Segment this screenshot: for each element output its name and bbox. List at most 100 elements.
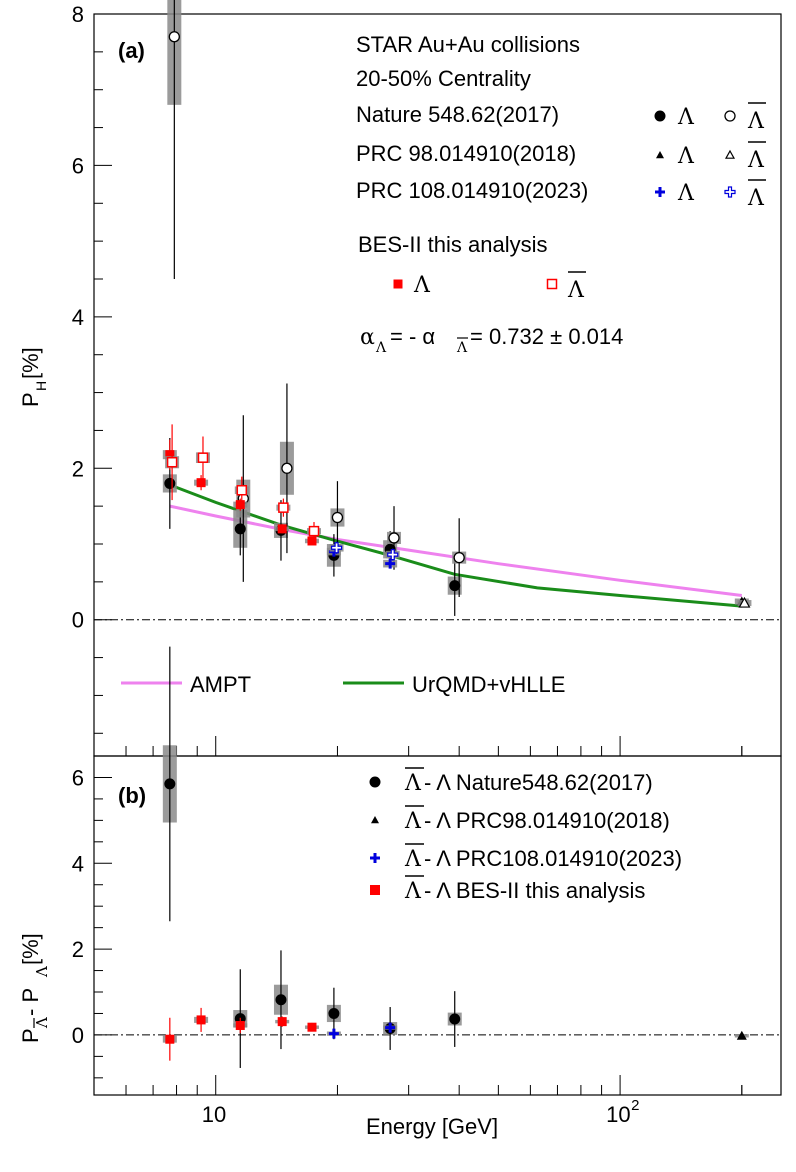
legend-prc108-antilambda: Λ: [747, 186, 765, 211]
marker-square-filled: [277, 1017, 287, 1027]
marker-square-open: [197, 452, 209, 463]
legend-antilambda-symbol: Λ: [404, 847, 422, 872]
legend-bes-title: BES-II this analysis: [358, 232, 548, 257]
marker-circle-filled: [369, 776, 381, 788]
marker-circle-open: [453, 551, 465, 564]
y-tick-label: 2: [72, 456, 84, 481]
panel-a-data-points: [162, 0, 752, 616]
panel-b-y-ticks: 6 4 2 0: [72, 755, 112, 1079]
y-label-unit: [%]: [18, 933, 43, 965]
marker-square-filled: [196, 478, 206, 488]
legend-urqmd: UrQMD+vHLLE: [412, 672, 565, 697]
marker-triangle-open: [724, 149, 736, 159]
legend-prc108-lambda: Λ: [677, 181, 695, 206]
legend-ampt: AMPT: [190, 672, 251, 697]
legend-prc108: PRC 108.014910(2023): [356, 178, 588, 203]
marker-square-filled: [165, 450, 175, 460]
y-tick-label: 0: [72, 608, 84, 633]
marker-square-open: [236, 484, 248, 496]
legend-bes-lambda: Λ: [413, 273, 431, 298]
legend-entry-text: - Λ BES-II this analysis: [424, 878, 645, 903]
panel-b-legend: Λ - Λ Nature548.62(2017)Λ - Λ PRC98.0149…: [369, 767, 682, 904]
legend-nature-antilambda: Λ: [747, 109, 765, 134]
marker-circle-filled: [275, 994, 287, 1006]
legend-nature-lambda: Λ: [677, 105, 695, 130]
panel-a-y-ticks: 8 6 4 2 0: [72, 2, 112, 734]
marker-circle-open: [281, 462, 293, 474]
y-tick-label: 4: [72, 851, 84, 876]
panel-a-x-ticks: [93, 736, 743, 756]
header-line-2: 20-50% Centrality: [356, 66, 531, 91]
y-label-mid: - P: [18, 988, 43, 1016]
marker-circle-filled: [654, 110, 666, 122]
legend-entry-text: - Λ PRC108.014910(2023): [424, 846, 682, 871]
x-tick-label: 10: [606, 1102, 630, 1127]
x-tick-exponent: 2: [631, 1097, 639, 1114]
marker-circle-filled: [328, 1007, 340, 1019]
marker-square-open: [166, 456, 178, 468]
marker-square-filled: [196, 1015, 206, 1025]
legend-antilambda-symbol: Λ: [404, 771, 422, 796]
marker-square-filled: [370, 885, 380, 895]
marker-square-filled: [307, 1022, 317, 1032]
panel-b-data-points: [162, 646, 749, 1068]
legend-bes-antilambda-marker: [546, 278, 558, 290]
y-label-p1: P: [18, 1028, 43, 1043]
legend-prc98: PRC 98.014910(2018): [356, 141, 576, 166]
marker-square-open: [278, 502, 289, 513]
y-label-sub1: Λ: [33, 1017, 51, 1029]
panel-a-y-label: P H [%]: [18, 347, 49, 407]
legend-bes-antilambda: Λ: [567, 278, 585, 303]
legend-entry-text: - Λ PRC98.014910(2018): [424, 808, 670, 833]
legend-antilambda-symbol: Λ: [404, 879, 422, 904]
marker-triangle-filled: [736, 1030, 747, 1040]
marker-triangle-open: [738, 596, 751, 608]
legend-nature-antilambda-marker: [724, 110, 736, 122]
alpha-label: α Λ = - α Λ = 0.732 ± 0.014: [360, 324, 623, 356]
panel-a-label: (a): [118, 38, 145, 63]
marker-triangle-filled: [656, 151, 664, 159]
marker-cross-filled: [385, 1022, 396, 1033]
legend-antilambda-symbol: Λ: [404, 809, 422, 834]
marker-cross-filled: [655, 187, 665, 197]
y-label-sub: H: [33, 381, 49, 391]
marker-circle-open: [388, 532, 400, 544]
marker-cross-open: [330, 542, 343, 554]
marker-square-filled: [235, 500, 245, 510]
marker-square-open: [546, 278, 558, 290]
marker-triangle-filled: [371, 816, 379, 824]
marker-cross-open: [387, 549, 399, 561]
marker-square-open: [308, 525, 320, 537]
panel-a: 8 6 4 2 0 (a) STAR Au+Au collisions 20-50% C…: [18, 0, 782, 757]
marker-square-filled: [307, 536, 317, 546]
x-axis-label: Energy [GeV]: [366, 1114, 498, 1139]
y-tick-label: 0: [72, 1023, 84, 1048]
marker-circle-filled: [164, 477, 176, 489]
marker-circle-filled: [449, 1013, 461, 1025]
legend-bes-lambda-marker: [393, 279, 403, 289]
legend-prc98-lambda-marker: [656, 151, 664, 159]
legend-prc98-antilambda-marker: [724, 149, 736, 159]
x-tick-label: 10: [202, 1102, 226, 1127]
marker-cross-filled: [370, 853, 380, 863]
alpha-mid: = - α: [390, 324, 435, 349]
marker-circle-open: [168, 31, 180, 43]
legend-prc98-lambda: Λ: [677, 144, 695, 169]
alpha-sub-antilambda: Λ: [456, 340, 468, 356]
panel-b-x-ticks: 10 10 2: [93, 1075, 743, 1127]
marker-cross-open: [724, 186, 736, 198]
marker-cross-filled: [328, 1028, 339, 1039]
marker-circle-open: [724, 110, 736, 122]
legend-entry-text: - Λ Nature548.62(2017): [424, 770, 653, 795]
alpha-symbol: α: [360, 325, 375, 350]
panel-b-y-label: P Λ - P Λ [%]: [18, 933, 51, 1043]
marker-square-filled: [235, 1020, 245, 1030]
model-curve-ampt: [169, 504, 742, 597]
y-tick-label: 4: [72, 305, 84, 330]
alpha-sub-lambda: Λ: [375, 340, 387, 356]
legend-prc108-antilambda-marker: [724, 186, 736, 198]
legend-prc108-lambda-marker: [655, 187, 665, 197]
legend-prc98-antilambda: Λ: [747, 148, 765, 173]
